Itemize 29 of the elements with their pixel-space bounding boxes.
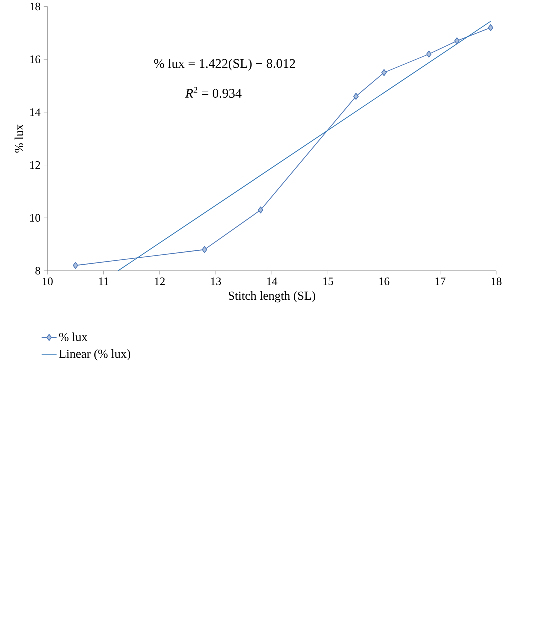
x-tick-label: 14 (268, 278, 278, 286)
x-axis-title: Stitch length (SL) (229, 291, 316, 303)
x-tick-label: 10 (43, 278, 54, 286)
y-axis-title: % lux (14, 124, 24, 153)
y-tick-label: 8 (36, 267, 41, 275)
legend-label: Linear (% lux) (59, 350, 131, 361)
annotation: % lux = 1.422(SL) − 8.012 (154, 58, 296, 71)
x-tick-label: 16 (380, 278, 390, 286)
y-tick-label: 12 (30, 162, 40, 170)
x-tick-label: 17 (436, 278, 446, 286)
point (454, 38, 460, 45)
point (354, 93, 360, 100)
y-tick-label: 16 (30, 56, 41, 64)
point (382, 69, 388, 76)
annotation: R$^{2}$ = 0.934 (186, 87, 242, 98)
point (488, 24, 494, 32)
legend-label: % lux (60, 332, 88, 342)
y-tick-label: 18 (30, 2, 41, 11)
point (202, 246, 208, 254)
x-tick-label: 11 (99, 278, 109, 286)
point (258, 206, 264, 214)
x-tick-label: 13 (211, 278, 222, 286)
point (426, 50, 432, 58)
y-tick-label: 10 (30, 214, 41, 222)
x-tick-label: 15 (324, 278, 334, 286)
point (73, 262, 79, 270)
y-tick-label: 14 (30, 108, 41, 116)
x-tick-label: 12 (155, 278, 166, 286)
x-tick-label: 18 (492, 278, 502, 286)
